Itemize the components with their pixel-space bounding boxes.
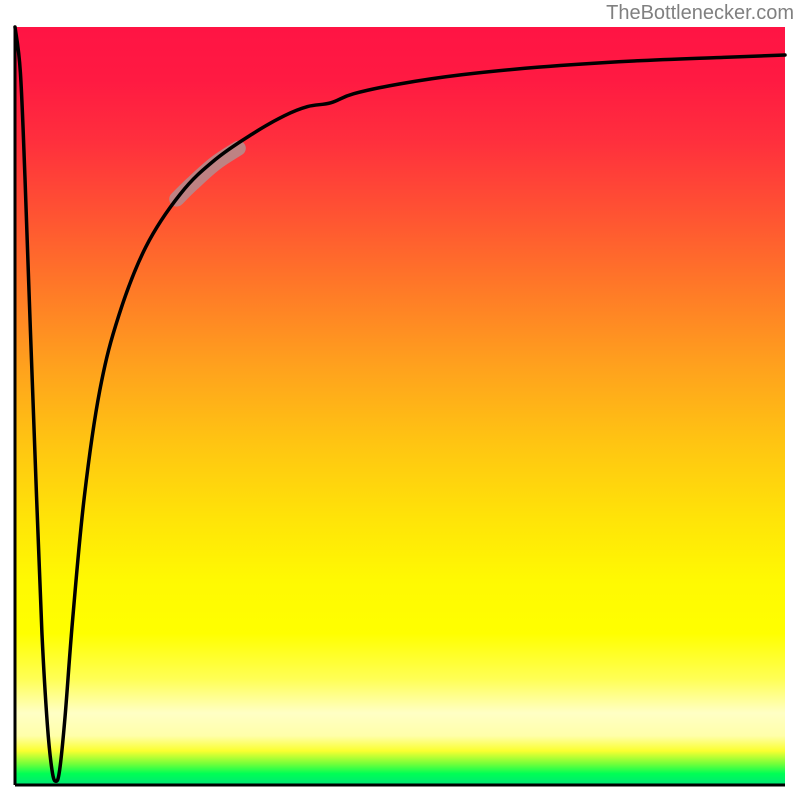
chart-background xyxy=(15,27,785,785)
chart-container: TheBottlenecker.com xyxy=(0,0,800,800)
bottleneck-chart xyxy=(0,0,800,800)
attribution-label: TheBottlenecker.com xyxy=(606,2,794,25)
